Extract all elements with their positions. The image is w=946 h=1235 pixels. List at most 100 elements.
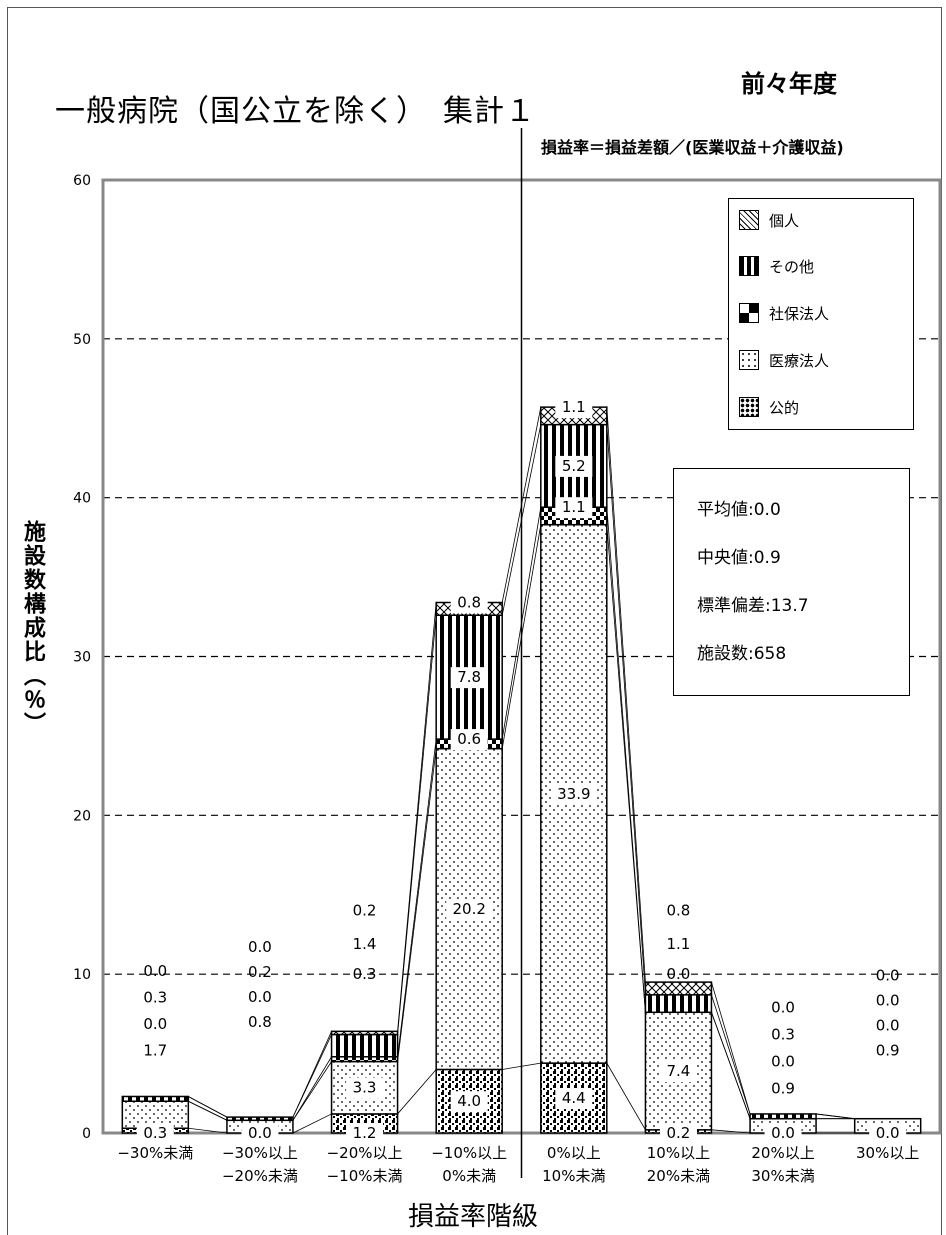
data-label: 1.2: [353, 1124, 377, 1142]
connector-line: [397, 615, 437, 1035]
data-label-bg: [869, 1123, 907, 1144]
connector-line: [188, 1127, 227, 1134]
connector-line: [501, 507, 542, 740]
data-label: 1.1: [562, 398, 586, 416]
connector-line: [606, 407, 646, 983]
data-label: 0.2: [667, 1124, 691, 1142]
data-label: 0.0: [667, 965, 691, 983]
data-label: 0.0: [876, 967, 900, 985]
data-label: 0.0: [248, 1124, 272, 1142]
y-tick-label: 0: [82, 1126, 91, 1142]
connector-line: [397, 748, 437, 1062]
bar-segment: [330, 1033, 399, 1058]
bar-segment: [749, 1113, 817, 1120]
x-tick-label: 10%未満: [542, 1167, 605, 1185]
legend-item-iryo: 医療法人: [739, 349, 829, 371]
x-tick-label: −30%未満: [117, 1144, 193, 1162]
connector-line: [501, 424, 542, 616]
data-label-bg: [659, 1123, 697, 1144]
checker-swatch-icon: [739, 303, 759, 323]
data-label: 0.0: [876, 1124, 900, 1142]
data-label-bg: [764, 1123, 802, 1144]
connector-line: [501, 524, 542, 749]
bar-segment: [121, 1095, 190, 1102]
connector-line: [502, 1062, 541, 1070]
legend-label: 医療法人: [769, 351, 830, 370]
data-label: 20.2: [452, 900, 485, 918]
data-label: 0.0: [771, 1124, 795, 1142]
data-label: 0.8: [457, 593, 481, 611]
data-label-bg: [555, 455, 593, 477]
y-tick-label: 50: [73, 332, 91, 348]
legend-label: その他: [769, 257, 815, 276]
bar-segment: [644, 994, 713, 1014]
bar-segment: [644, 981, 713, 996]
connector-line: [606, 1062, 646, 1131]
cross-hatch-swatch-icon: [739, 210, 759, 230]
connector-line: [711, 1129, 751, 1134]
data-label: 0.9: [876, 1041, 900, 1059]
data-label: 1.4: [353, 935, 377, 953]
connector-line: [816, 1113, 855, 1120]
y-tick-label: 40: [73, 491, 91, 507]
y-tick-label: 20: [73, 808, 91, 824]
data-label-bg: [450, 592, 488, 614]
bar-segment: [330, 1030, 399, 1036]
connector-line: [188, 1096, 228, 1118]
stat-std: 標準偏差:13.7: [697, 596, 809, 616]
connector-line: [292, 1031, 332, 1118]
data-label: 0.0: [876, 1016, 900, 1034]
data-label-bg: [450, 729, 488, 751]
x-tick-label: 30%未満: [751, 1167, 814, 1185]
y-tick-label: 30: [73, 650, 91, 666]
data-label: 0.9: [771, 1080, 795, 1098]
legend-item-sonota: その他: [739, 255, 814, 277]
coarse-dots-swatch-icon: [739, 397, 759, 417]
legend-label: 社保法人: [769, 304, 830, 323]
x-tick-label: −30%以上: [222, 1144, 298, 1162]
data-label: 0.3: [143, 988, 167, 1006]
x-tick-label: 30%以上: [856, 1144, 919, 1162]
x-tick-label: −20%以上: [327, 1144, 403, 1162]
data-label: 0.0: [143, 1015, 167, 1033]
x-tick-label: −10%未満: [327, 1167, 403, 1185]
data-label: 0.0: [771, 1053, 795, 1071]
formula-note: 損益率＝損益差額／(医業収益＋介護収益): [541, 138, 844, 157]
x-tick-label: 0%以上: [547, 1144, 601, 1162]
legend-label: 公的: [769, 398, 800, 417]
stat-mean: 平均値:0.0: [697, 500, 781, 520]
data-label-bg: [241, 1123, 279, 1144]
data-label: 0.2: [353, 901, 377, 919]
x-axis-label: 損益率階級: [407, 1202, 538, 1232]
data-label: 7.4: [667, 1062, 691, 1080]
connector-line: [292, 1061, 332, 1121]
data-label: 0.0: [876, 992, 900, 1010]
bar-segment: [226, 1116, 294, 1122]
data-label: 0.0: [248, 988, 272, 1006]
period-label: 前々年度: [741, 70, 837, 98]
stat-count: 施設数:658: [697, 644, 787, 664]
data-label-bg: [346, 1077, 384, 1099]
connector-line: [711, 981, 751, 1115]
vertical-stripes-swatch-icon: [739, 256, 759, 276]
data-label: 4.0: [457, 1092, 481, 1110]
x-tick-label: −10%以上: [431, 1144, 507, 1162]
data-label-bg: [450, 667, 488, 689]
x-tick-label: 20%未満: [647, 1167, 710, 1185]
data-label: 0.8: [248, 1013, 272, 1031]
data-label: 1.1: [667, 935, 691, 953]
y-axis-label: 施設数構成比（％）: [20, 520, 45, 736]
x-tick-label: −20%未満: [222, 1167, 298, 1185]
data-label-bg: [450, 1091, 488, 1113]
connector-line: [292, 1113, 332, 1134]
data-label: 7.8: [457, 668, 481, 686]
connector-line: [397, 739, 437, 1057]
data-label: 0.3: [143, 1124, 167, 1142]
data-label: 0.0: [248, 938, 272, 956]
connector-line: [397, 602, 437, 1032]
data-label: 0.6: [457, 730, 481, 748]
data-label: 0.2: [248, 963, 272, 981]
data-label-bg: [555, 397, 593, 419]
data-label: 1.1: [562, 498, 586, 516]
